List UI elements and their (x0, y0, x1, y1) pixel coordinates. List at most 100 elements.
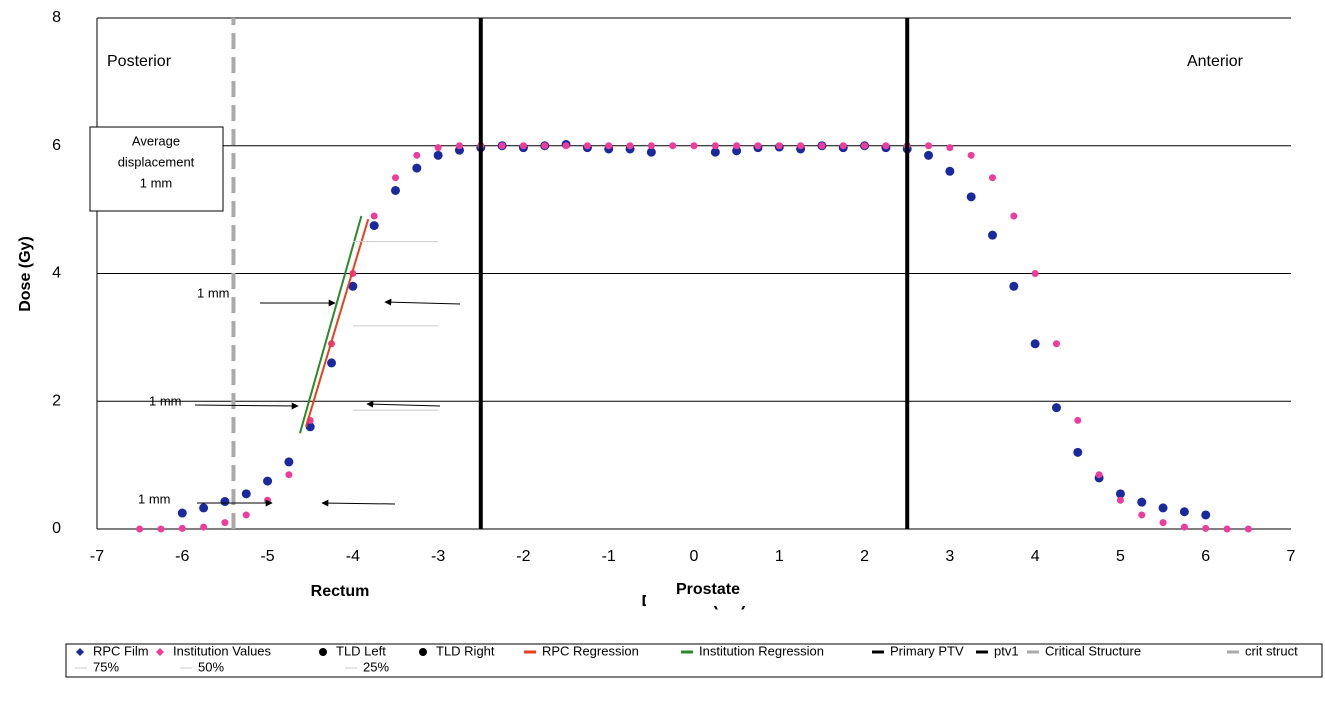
legend-label: Institution Regression (699, 643, 824, 658)
data-point (797, 142, 805, 150)
x-tick-label: -4 (346, 548, 360, 565)
x-tick-label: 5 (1116, 548, 1125, 565)
x-tick-label: -1 (602, 548, 616, 565)
series-line (304, 218, 370, 428)
annotation: Posterior (107, 53, 172, 70)
y-tick-label: 4 (52, 265, 61, 282)
data-point (690, 142, 698, 150)
data-point (882, 142, 890, 150)
legend-marker (419, 648, 427, 656)
x-tick-label: -2 (516, 548, 530, 565)
data-point (221, 519, 229, 527)
legend-label: RPC Regression (542, 643, 639, 658)
y-axis-title: Dose (Gy) (17, 236, 34, 312)
plot-area (96, 17, 1291, 533)
legend-label: RPC Film (93, 643, 149, 658)
data-point (498, 142, 506, 150)
data-point (562, 142, 570, 150)
data-point (392, 174, 399, 182)
data-point (605, 142, 613, 150)
annotation-box (89, 126, 224, 212)
annotation: 1 mm (197, 285, 230, 300)
data-point (263, 476, 273, 486)
legend-marker (76, 648, 84, 656)
series-line (299, 215, 363, 434)
annotation: Average (132, 133, 180, 148)
x-tick-label: 1 (775, 548, 784, 565)
x-tick-label: -7 (90, 548, 104, 565)
data-point (455, 142, 463, 150)
data-point (711, 142, 719, 150)
data-point (647, 142, 655, 150)
data-point (242, 511, 250, 519)
data-point (241, 489, 251, 499)
legend-label: 75% (93, 659, 119, 674)
data-point (1158, 503, 1168, 513)
data-point (327, 358, 337, 368)
legend-label: Primary PTV (890, 643, 964, 658)
data-point (412, 163, 422, 173)
data-point (220, 497, 230, 507)
legend-marker (156, 648, 164, 656)
data-point (433, 150, 443, 160)
legend-label: Institution Values (173, 643, 272, 658)
data-point (1073, 447, 1083, 457)
legend-label: crit struct (1245, 643, 1298, 658)
data-point (1030, 339, 1040, 349)
data-point (583, 142, 591, 150)
legend-marker (319, 648, 327, 656)
x-tick-label: 2 (860, 548, 869, 565)
data-point (1244, 525, 1252, 533)
annotation: Anterior (1187, 53, 1244, 70)
annotation-box (646, 576, 768, 606)
arrow (366, 400, 441, 408)
data-point (989, 174, 996, 182)
data-point (285, 471, 293, 479)
arrows (194, 298, 461, 507)
data-point (966, 192, 976, 202)
y-tick-label: 6 (52, 137, 61, 154)
data-point (646, 147, 656, 157)
x-tick-label: 0 (690, 548, 699, 565)
legend-box (65, 643, 1323, 678)
data-point (1051, 403, 1061, 413)
data-point (1031, 270, 1039, 277)
data-point (818, 142, 826, 150)
data-point (924, 150, 934, 160)
y-tick-label: 2 (52, 392, 61, 409)
data-point (1009, 281, 1019, 291)
data-point (733, 142, 741, 150)
data-point (413, 151, 421, 159)
data-point (839, 142, 847, 150)
annotation: 1 mm (140, 175, 173, 190)
legend-label: TLD Left (336, 643, 386, 658)
legend-label: 25% (363, 659, 389, 674)
data-point (177, 508, 187, 518)
legend-label: ptv1 (994, 643, 1019, 658)
data-point (541, 142, 549, 150)
data-point (1052, 340, 1060, 348)
annotation: Prostate (676, 581, 740, 598)
data-point (1137, 497, 1147, 507)
data-point (925, 142, 933, 150)
data-point (1115, 489, 1125, 499)
data-point (669, 142, 677, 150)
data-point (945, 166, 955, 176)
x-tick-label: -3 (431, 548, 445, 565)
data-point (1138, 511, 1146, 519)
x-tick-label: 6 (1201, 548, 1210, 565)
x-tick-label: 3 (945, 548, 954, 565)
arrow (384, 298, 461, 306)
legend: RPC Film Institution Values TLD Left TLD Ri… (65, 643, 1323, 678)
data-point (775, 142, 783, 150)
y-tick-label: 0 (52, 520, 61, 537)
data-point (1159, 519, 1167, 527)
data-point (370, 212, 378, 220)
data-point (178, 524, 186, 532)
x-tick-label: -6 (175, 548, 189, 565)
data-point (861, 142, 869, 150)
data-point (284, 457, 294, 467)
data-point (754, 142, 762, 150)
x-tick-label: 7 (1287, 548, 1296, 565)
